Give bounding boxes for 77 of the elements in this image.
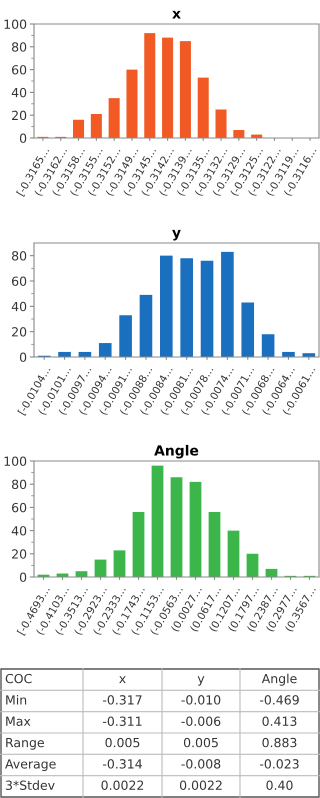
text: Max xyxy=(6,716,30,726)
y-tick-label: 20 xyxy=(12,549,26,559)
y-tick-label: 80 xyxy=(12,480,26,490)
chart-title: x xyxy=(172,10,181,18)
text: 0.40 xyxy=(266,780,293,790)
text: Min xyxy=(6,694,26,704)
y-tick-label: 40 xyxy=(12,88,26,98)
bar xyxy=(190,482,202,577)
text: -0.010 xyxy=(181,695,220,705)
bar xyxy=(160,256,173,357)
bar xyxy=(262,334,274,357)
y-tick-label: 100 xyxy=(4,456,26,466)
bar xyxy=(246,554,258,577)
text: -0.023 xyxy=(260,759,299,769)
text: -0.469 xyxy=(260,695,299,705)
text: 0.883 xyxy=(262,738,296,748)
text: y xyxy=(198,676,204,686)
text: -0.317 xyxy=(102,695,142,705)
bar xyxy=(144,33,156,138)
bar xyxy=(108,98,120,138)
y-tick-label: 20 xyxy=(12,327,26,337)
bar xyxy=(132,512,144,577)
bar xyxy=(98,343,112,357)
bar xyxy=(114,550,126,577)
text: -0.314 xyxy=(102,759,142,769)
y-tick-label: 60 xyxy=(12,65,26,75)
text: 0.005 xyxy=(105,738,140,748)
bar xyxy=(180,258,193,357)
bar xyxy=(198,78,209,138)
text: 3*Stdev xyxy=(6,780,55,790)
text: 0.413 xyxy=(262,716,296,726)
y-tick-label: 0 xyxy=(20,572,26,582)
chart-title: y xyxy=(172,230,181,240)
text: 0.005 xyxy=(184,738,218,748)
y-tick-label: 80 xyxy=(12,42,26,52)
bar xyxy=(126,70,138,138)
bar xyxy=(94,560,106,577)
y-tick-label: 80 xyxy=(12,251,26,261)
bar xyxy=(140,294,152,357)
text: COC xyxy=(6,674,32,684)
text: Angle xyxy=(262,674,297,686)
text: -0.311 xyxy=(102,716,142,726)
bar xyxy=(170,477,182,577)
bar xyxy=(200,260,214,357)
y-tick-label: 100 xyxy=(4,19,26,29)
bar xyxy=(266,568,278,577)
text: -0.008 xyxy=(181,759,220,769)
chart-title: Angle xyxy=(154,444,198,458)
y-tick-label: 40 xyxy=(12,526,26,536)
bar xyxy=(221,252,234,357)
bar xyxy=(73,120,84,138)
text: 0.0022 xyxy=(180,780,222,790)
text: x xyxy=(119,676,126,684)
text: Average xyxy=(5,759,56,772)
bar xyxy=(119,315,132,357)
bar xyxy=(241,302,254,357)
bar xyxy=(228,530,240,577)
bar xyxy=(216,110,227,138)
bar xyxy=(90,114,102,138)
bar xyxy=(282,352,295,357)
bar xyxy=(162,38,174,138)
bar xyxy=(208,512,220,577)
bar xyxy=(233,130,244,138)
y-tick-label: 60 xyxy=(12,276,26,286)
bar xyxy=(58,352,71,357)
bar xyxy=(180,41,191,138)
y-tick-label: 40 xyxy=(12,302,26,312)
bar xyxy=(76,571,88,577)
y-tick-label: 0 xyxy=(20,352,26,362)
bar xyxy=(152,466,164,577)
y-tick-label: 0 xyxy=(20,133,26,143)
text: Range xyxy=(6,738,44,750)
y-tick-label: 20 xyxy=(12,110,26,120)
bar xyxy=(302,353,316,357)
text: 0.0022 xyxy=(101,780,144,790)
y-tick-label: 60 xyxy=(12,502,26,512)
text: -0.006 xyxy=(181,716,220,726)
